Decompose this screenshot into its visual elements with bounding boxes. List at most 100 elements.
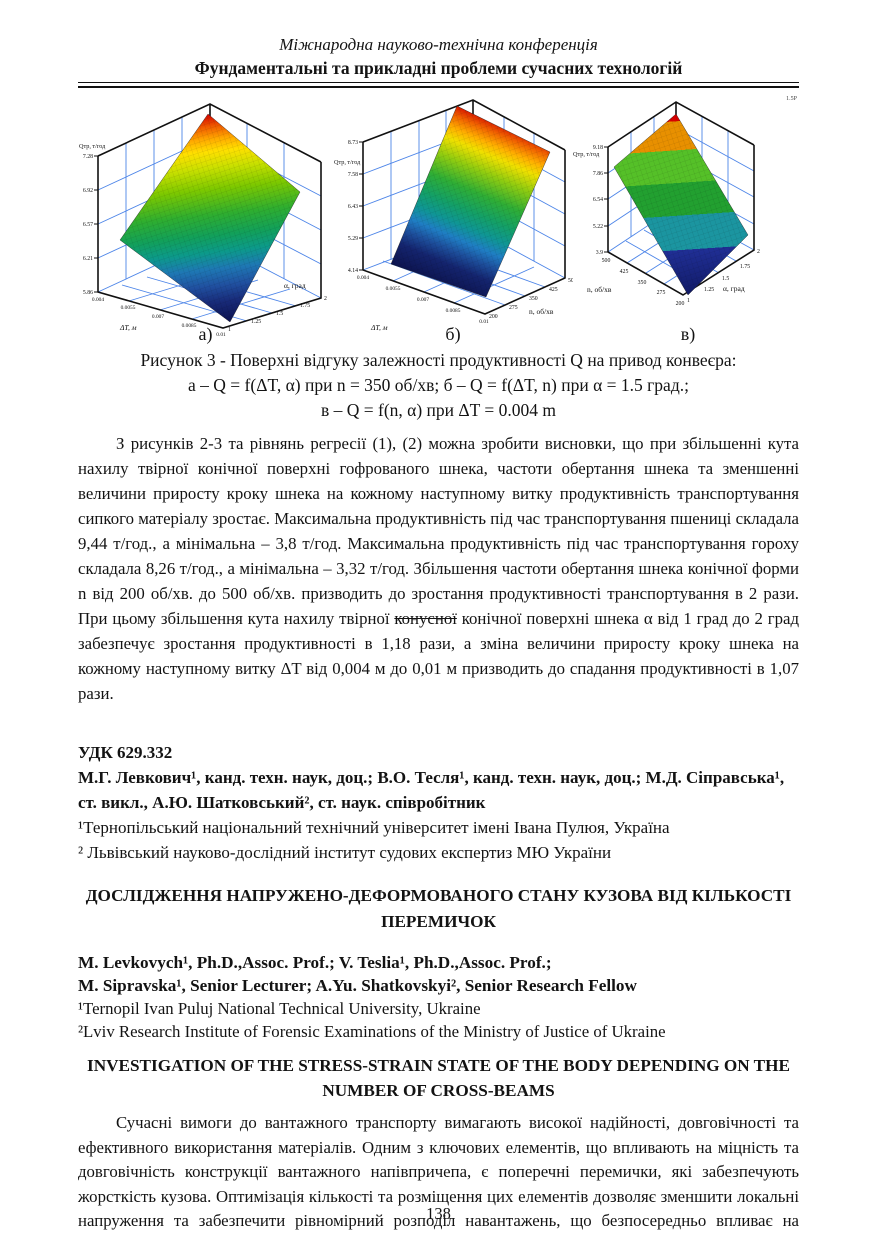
conference-series: Міжнародна науково-технічна конференція [279,35,598,54]
caption-line: в – Q = f(n, α) при ΔT = 0.004 m [320,400,556,420]
conference-title: Фундаментальні та прикладні проблеми суч… [194,58,683,78]
surface-mesh [614,114,748,295]
z-tick-marks [359,141,363,271]
tick-label: 6.92 [83,188,93,194]
tick-label: 500 [602,258,611,264]
caption-line: а – Q = f(ΔT, α) при n = 350 об/хв; б – … [188,375,689,395]
tick-label: 0.007 [417,297,429,303]
tick-label: 6.21 [83,256,93,262]
surface-mesh [391,106,550,297]
paragraph-text: конічної поверхні шнека α від 1 град до … [78,609,799,703]
tick-label: 1.5 [276,311,283,317]
surface-plot-a: 7.28 6.92 6.57 6.21 5.86 Qтр, т/год 0.00… [79,103,327,338]
figure-b-column: 8.73 7.58 6.43 5.29 4.14 Qтр, т/год 0.00… [333,92,573,344]
tick-label: 1.25 [704,287,714,293]
tick-label: 0.004 [357,275,369,281]
paragraph-text: З рисунків 2-3 та рівнянь регресії (1), … [78,434,799,628]
affiliation-ua-2: ² Львівський науково-дослідний інститут … [78,843,612,862]
surface-plot-b: 8.73 7.58 6.43 5.29 4.14 Qтр, т/год 0.00… [334,99,573,332]
z-tick-marks [604,146,608,253]
running-header: Міжнародна науково-технічна конференція … [78,0,799,88]
tick-label: 0.0085 [446,308,461,314]
authors-en-line-2: M. Sipravska¹, Senior Lecturer; A.Yu. Sh… [78,976,637,995]
authors-en-block: M. Levkovych¹, Ph.D.,Assoc. Prof.; V. Te… [78,951,799,1043]
y-axis-label: n, об/хв [529,307,554,316]
tick-label: 5.29 [348,236,358,242]
article-title-en: INVESTIGATION OF THE STRESS-STRAIN STATE… [87,1056,790,1100]
caption-line: Рисунок 3 - Поверхні відгуку залежності … [140,350,737,370]
z-axis-label: Qтр, т/год [334,159,361,166]
tick-label: 6.57 [83,222,93,228]
z-tick-labels: 7.28 6.92 6.57 6.21 5.86 [83,154,93,296]
tick-label: 8.73 [348,140,358,146]
tick-label: 4.14 [348,268,358,274]
tick-label: 1 [687,298,690,304]
tick-label: 425 [549,287,558,293]
tick-label: 5.86 [83,290,93,296]
tick-label: 2 [757,249,760,255]
tick-label: 350 [638,280,647,286]
tick-label: 0.0085 [182,323,197,329]
tick-label: 9.18 [593,145,603,151]
x-tick-labels: 0.004 0.0055 0.007 0.0085 0.01 [92,297,226,338]
tick-label: 0.01 [479,319,489,325]
subfigure-label-a: а) [198,324,213,344]
authors-en-line-1: M. Levkovych¹, Ph.D.,Assoc. Prof.; V. Te… [78,953,552,972]
surface-plot-c: 9.18 7.86 6.54 5.22 3.9 Qтр, т/год 500 4… [573,101,760,307]
page-number: 138 [426,1204,451,1223]
udk-block: УДК 629.332 М.Г. Левкович¹, канд. техн. … [78,740,799,865]
tick-label: 6.54 [593,197,603,203]
x-tick-labels: 500 425 350 275 200 [602,258,685,307]
figure-c-column: 9.18 7.86 6.54 5.22 3.9 Qтр, т/год 500 4… [573,92,803,344]
article-title-ua: ДОСЛІДЖЕННЯ НАПРУЖЕНО-ДЕФОРМОВАНОГО СТАН… [85,886,792,931]
udk-code: УДК 629.332 [78,743,173,762]
tick-label: 1.5 [722,276,729,282]
tick-label: 1.75 [300,303,310,309]
surface-mesh [120,114,300,322]
y-tick-labels: 200 275 350 425 500 [489,278,573,320]
tick-label: 7.58 [348,172,358,178]
tick-label: 0.004 [92,297,104,303]
z-tick-labels: 9.18 7.86 6.54 5.22 3.9 [593,145,603,256]
authors-ua: М.Г. Левкович¹, канд. техн. наук, доц.; … [78,768,785,812]
strikethrough-word: конусної [394,609,457,628]
z-tick-marks [94,155,98,293]
x-axis-label: ΔT, м [370,323,388,332]
abstract-paragraph: Сучасні вимоги до вантажного транспорту … [78,1113,799,1240]
x-axis-label: n, об/хв [587,285,612,294]
corner-artifact-text: 1.5P [786,96,797,102]
figure-row: 7.28 6.92 6.57 6.21 5.86 Qтр, т/год 0.00… [78,92,799,344]
tick-label: 200 [676,301,685,307]
subfigure-label-b: б) [445,324,461,344]
figure-caption: Рисунок 3 - Поверхні відгуку залежності … [78,348,799,423]
y-axis-label: α, град [723,284,745,293]
tick-label: 7.28 [83,154,93,160]
results-paragraph: З рисунків 2-3 та рівнянь регресії (1), … [78,431,799,706]
x-tick-labels: 0.004 0.0055 0.007 0.0085 0.01 [357,275,489,325]
tick-label: 1.25 [251,319,261,325]
tick-label: 6.43 [348,204,358,210]
affiliation-ua-1: ¹Тернопільський національний технічний у… [78,818,670,837]
tick-label: 0.01 [216,332,226,338]
y-axis-label: α, град [284,281,306,290]
tick-label: 3.9 [596,250,603,256]
tick-label: 275 [509,305,518,311]
y-tick-labels: 1 1.25 1.5 1.75 2 [228,296,327,333]
header-rule [78,82,799,88]
z-axis-label: Qтр, т/год [79,143,106,150]
tick-label: 500 [568,278,573,284]
z-axis-label: Qтр, т/год [573,151,600,158]
tick-label: 200 [489,314,498,320]
affiliation-en-1: ¹Ternopil Ivan Puluj National Technical … [78,999,481,1018]
tick-label: 350 [529,296,538,302]
tick-label: 425 [620,269,629,275]
x-axis-label: ΔT, м [119,323,137,332]
z-tick-labels: 8.73 7.58 6.43 5.29 4.14 [348,140,358,274]
tick-label: 1 [228,327,231,333]
tick-label: 1.75 [740,264,750,270]
subfigure-label-c: в) [680,324,696,344]
tick-label: 0.007 [152,314,164,320]
figure-a-column: 7.28 6.92 6.57 6.21 5.86 Qтр, т/год 0.00… [78,92,333,344]
y-tick-labels: 1 1.25 1.5 1.75 2 [687,249,760,304]
